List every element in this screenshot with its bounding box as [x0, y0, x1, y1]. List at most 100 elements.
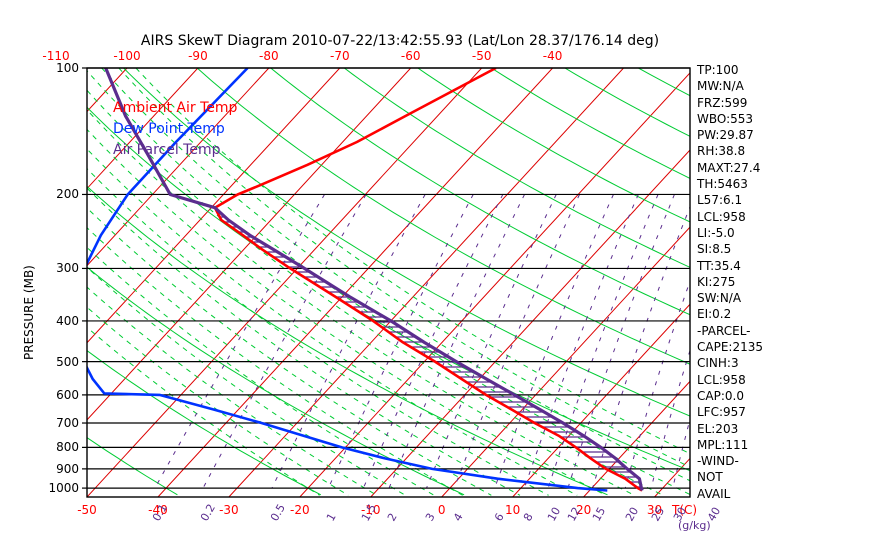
bottom-temperature-tick-label: -40	[148, 503, 168, 517]
isotherm-line	[87, 68, 199, 190]
index-readout: PW:29.87	[697, 128, 754, 143]
moist-adiabat-line	[87, 326, 320, 496]
moist-adiabat-line	[87, 187, 521, 496]
dry-adiabat-line	[87, 185, 608, 496]
mixing-ratio-line	[592, 205, 690, 489]
bottom-temperature-tick-label: -50	[77, 503, 97, 517]
parcel-curve	[104, 68, 644, 491]
legend-item-3: Air Parcel Temp	[113, 142, 221, 158]
y-axis-tick-label: 600	[56, 387, 79, 402]
index-readout: NOT	[697, 470, 723, 485]
dry-adiabat-line	[417, 68, 690, 223]
temperature-axis-label: T(C)	[672, 503, 698, 517]
index-readout: SI:8.5	[697, 242, 732, 257]
isotherm-line	[583, 380, 690, 497]
legend-item-2: Dew Point Temp	[113, 121, 225, 137]
y-axis-tick-label: 900	[56, 461, 79, 476]
bottom-temperature-tick-label: -30	[219, 503, 239, 517]
moist-adiabat-line	[87, 266, 406, 496]
moist-adiabat-line	[135, 68, 690, 455]
index-readout: WBO:553	[697, 111, 754, 126]
mixing-ratio-line	[271, 194, 426, 489]
isotherm-line	[87, 68, 412, 421]
bottom-temperature-tick-label: -10	[360, 503, 381, 517]
index-readout: MAXT:27.4	[697, 160, 761, 175]
isotherm-line	[512, 303, 690, 497]
dry-adiabat-line	[344, 68, 690, 268]
moist-adiabat-line	[87, 89, 664, 496]
dry-adiabat-line	[196, 68, 690, 365]
mixing-ratio-line	[547, 194, 659, 489]
dry-adiabat-line	[270, 68, 690, 316]
moist-adiabat-line	[87, 167, 549, 496]
moist-adiabat-line	[87, 207, 492, 496]
dry-adiabat-line	[87, 349, 322, 496]
index-readout: KI:275	[697, 274, 736, 289]
temperature-curve	[213, 68, 643, 492]
isotherm-line	[87, 68, 128, 113]
y-axis-label: PRESSURE (MB)	[22, 265, 36, 360]
moist-adiabat-line	[87, 148, 578, 496]
index-readout: LCL:958	[697, 209, 746, 224]
index-readout: MPL:111	[697, 437, 749, 452]
index-readout: AVAIL	[697, 486, 731, 501]
index-readout: LFC:957	[697, 405, 746, 420]
top-temperature-tick-label: -100	[113, 49, 141, 63]
isotherm-line	[87, 68, 483, 497]
top-temperature-tick-label: -90	[188, 49, 208, 63]
mixing-ratio-line	[426, 194, 557, 489]
index-readout: LI:-5.0	[697, 225, 735, 240]
top-temperature-tick-label: -60	[400, 49, 421, 63]
y-axis-tick-label: 1000	[48, 481, 79, 496]
mixing-ratio-axis-label: (g/kg)	[678, 519, 711, 532]
top-temperature-tick-label: -70	[329, 49, 350, 63]
mixing-ratio-line	[453, 194, 580, 489]
moist-adiabat-line	[87, 128, 607, 496]
index-readout: -WIND-	[697, 454, 739, 469]
y-axis-tick-label: 500	[56, 354, 79, 369]
dry-adiabat-line	[87, 266, 465, 496]
index-readout: EL:203	[697, 421, 739, 436]
index-readout: MW:N/A	[697, 79, 744, 94]
isotherm-line	[157, 68, 553, 497]
isotherm-line	[228, 68, 624, 497]
mixing-ratio-line	[154, 194, 325, 489]
index-readout: CAPE:2135	[697, 340, 763, 355]
bottom-temperature-tick-label: -20	[290, 503, 310, 517]
index-readout: EI:0.2	[697, 307, 732, 322]
y-axis-tick-label: 200	[56, 187, 79, 202]
moist-adiabat-line	[87, 227, 463, 496]
y-axis-tick-label: 800	[56, 440, 79, 455]
index-readout: TH:5463	[697, 177, 748, 192]
bottom-temperature-tick-label: 10	[505, 503, 521, 517]
index-readout: L57:6.1	[697, 193, 743, 208]
top-temperature-tick-label: -40	[542, 49, 563, 63]
y-axis-tick-label: 300	[56, 261, 79, 276]
dry-adiabat-line	[491, 68, 690, 179]
mixing-ratio-line	[202, 194, 367, 489]
dry-adiabat-line	[123, 68, 690, 417]
isotherm-line	[87, 68, 341, 344]
mixing-ratio-line	[672, 417, 690, 489]
isotherm-line	[299, 72, 690, 497]
page-title: AIRS SkewT Diagram 2010-07-22/13:42:55.9…	[140, 33, 660, 49]
index-readout: TT:35.4	[697, 258, 741, 273]
bottom-temperature-tick-label: 0	[437, 503, 446, 517]
y-axis-tick-label: 100	[56, 61, 79, 75]
top-temperature-tick-label: -110	[42, 49, 70, 63]
y-axis-tick-label: 400	[56, 313, 79, 328]
mixing-ratio-line	[327, 194, 474, 489]
index-readout: TP:100	[697, 63, 739, 77]
index-readout: CAP:0.0	[697, 388, 744, 403]
mixing-ratio-line	[494, 194, 614, 489]
bottom-temperature-tick-label: 20	[575, 503, 592, 517]
top-temperature-tick-label: -50	[471, 49, 492, 63]
index-readout: CINH:3	[697, 356, 739, 371]
dewpoint-curve	[87, 68, 608, 492]
index-readout: SW:N/A	[697, 291, 742, 306]
index-readout: -PARCEL-	[697, 323, 751, 338]
mixing-ratio-line	[624, 279, 690, 489]
sounding-curves	[87, 68, 644, 492]
